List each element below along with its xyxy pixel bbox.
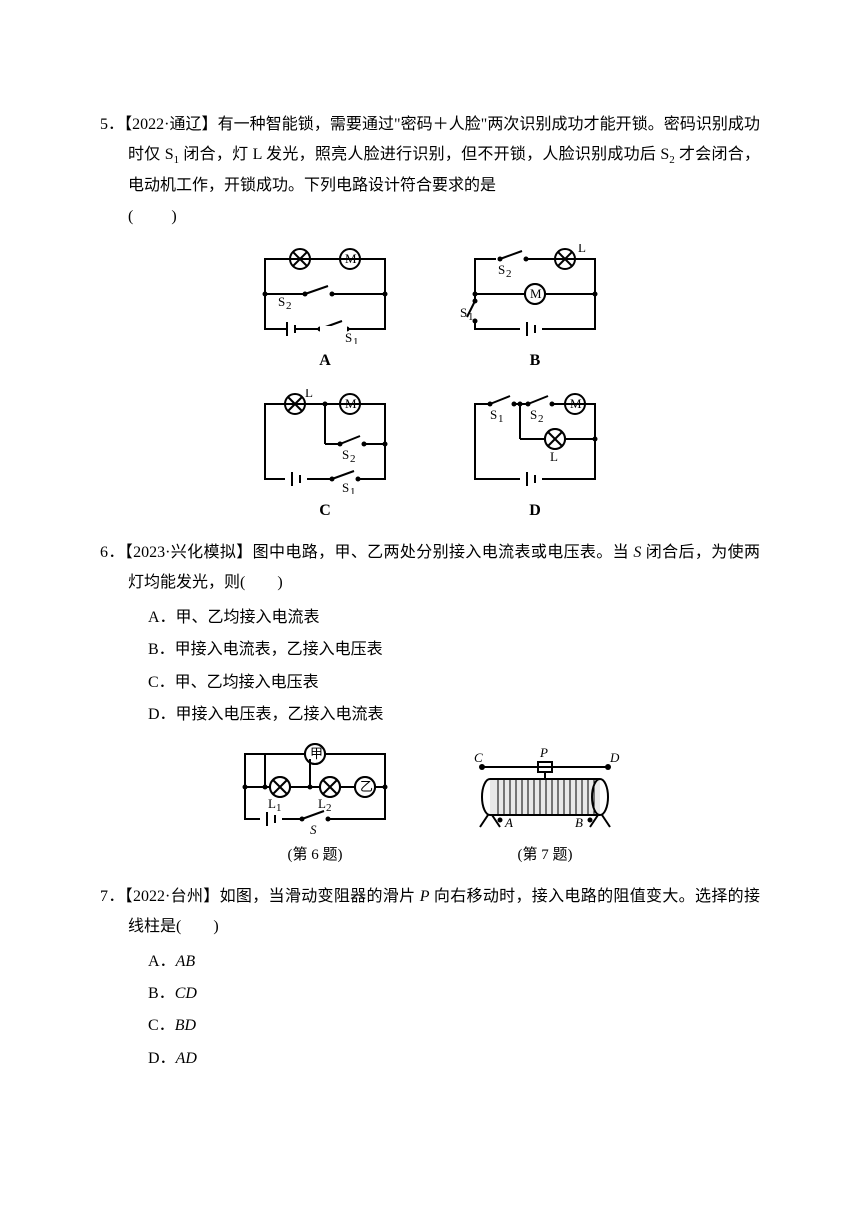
- svg-text:1: 1: [498, 413, 504, 425]
- svg-text:2: 2: [350, 453, 356, 465]
- circuit-B: S2 L M S1: [460, 244, 610, 376]
- question-6: 6．【2023·兴化模拟】图中电路，甲、乙两处分别接入电流表或电压表。当 S 闭…: [100, 538, 760, 870]
- rheostat-q7: C P D A B (第 7 题): [460, 742, 630, 870]
- svg-text:M: M: [530, 286, 542, 301]
- rheo-B: B: [575, 815, 583, 830]
- svg-text:2: 2: [538, 413, 544, 425]
- q7-options: A．AB B．CD C．BD D．AD: [100, 947, 760, 1075]
- circuit-C: L M S2 S1: [250, 389, 400, 526]
- q5-fig-row2: L M S2 S1: [100, 389, 760, 526]
- q7-tag: 【2022·台州】: [125, 888, 220, 905]
- q7-number: 7．: [100, 888, 125, 905]
- label-A: A: [319, 346, 331, 376]
- q5-text-b: 闭合，灯 L 发光，照亮人脸进行识别，但不开锁，人脸识别成功后 S: [179, 146, 669, 163]
- svg-text:1: 1: [276, 802, 282, 814]
- question-7: 7．【2022·台州】如图，当滑动变阻器的滑片 P 向右移动时，接入电路的阻值变…: [100, 882, 760, 1074]
- svg-text:1: 1: [468, 311, 474, 323]
- svg-text:S: S: [342, 480, 349, 494]
- svg-text:S: S: [278, 294, 285, 309]
- svg-text:S: S: [460, 305, 467, 320]
- q5-fig-row1: L M S2 S1: [100, 244, 760, 376]
- q7-opt-A: A．AB: [148, 947, 760, 977]
- rheo-A: A: [504, 815, 513, 830]
- q5-blank: ( ): [100, 202, 760, 232]
- q6-text-a: 图中电路，甲、乙两处分别接入电流表或电压表。当: [253, 544, 634, 561]
- q7-opt-C: C．BD: [148, 1011, 760, 1041]
- q7-P: P: [420, 888, 430, 905]
- q7-opt-D: D．AD: [148, 1044, 760, 1074]
- circuit-q6: 甲 L1 L2: [230, 742, 400, 870]
- q5-tag: 【2022·通辽】: [124, 116, 218, 133]
- q6-number: 6．: [100, 544, 125, 561]
- svg-text:S: S: [490, 407, 497, 422]
- circuit-B-svg: S2 L M S1: [460, 244, 610, 344]
- svg-text:乙: 乙: [360, 779, 373, 794]
- svg-text:S: S: [310, 822, 317, 837]
- q6-opt-C: C．甲、乙均接入电压表: [148, 668, 760, 698]
- question-5: 5．【2022·通辽】有一种智能锁，需要通过"密码＋人脸"两次识别成功才能开锁。…: [100, 110, 760, 526]
- svg-text:L: L: [550, 449, 558, 464]
- svg-text:1: 1: [350, 486, 356, 494]
- svg-text:S: S: [345, 330, 352, 344]
- q6-stem: 6．【2023·兴化模拟】图中电路，甲、乙两处分别接入电流表或电压表。当 S 闭…: [100, 538, 760, 599]
- label-D: D: [529, 496, 541, 526]
- circuit-D: S1 S2 M L: [460, 389, 610, 526]
- svg-text:2: 2: [506, 268, 512, 280]
- svg-text:1: 1: [353, 336, 359, 344]
- q6-opt-D: D．甲接入电压表，乙接入电流表: [148, 700, 760, 730]
- q6-opt-A: A．甲、乙均接入电流表: [148, 603, 760, 633]
- svg-text:L: L: [294, 244, 302, 247]
- svg-text:2: 2: [326, 802, 332, 814]
- q7-opt-B: B．CD: [148, 979, 760, 1009]
- q7-text-a: 如图，当滑动变阻器的滑片: [220, 888, 420, 905]
- q6-opt-B: B．甲接入电流表，乙接入电压表: [148, 635, 760, 665]
- svg-text:L: L: [268, 796, 276, 811]
- svg-text:L: L: [305, 389, 313, 400]
- circuit-C-svg: L M S2 S1: [250, 389, 400, 494]
- fig-caption-6: (第 6 题): [288, 841, 343, 870]
- fig-caption-7: (第 7 题): [518, 841, 573, 870]
- q5-number: 5．: [100, 116, 124, 133]
- q6-options: A．甲、乙均接入电流表 B．甲接入电流表，乙接入电压表 C．甲、乙均接入电压表 …: [100, 603, 760, 731]
- q6-q7-fig-row: 甲 L1 L2: [100, 742, 760, 870]
- rheostat-svg: C P D A B: [460, 742, 630, 837]
- rheo-D: D: [609, 750, 620, 765]
- svg-text:M: M: [570, 396, 582, 411]
- svg-text:S: S: [530, 407, 537, 422]
- circuit-A-svg: L M S2 S1: [250, 244, 400, 344]
- circuit-q6-svg: 甲 L1 L2: [230, 742, 400, 837]
- rheo-P: P: [539, 745, 548, 760]
- svg-text:L: L: [578, 244, 586, 255]
- svg-text:S: S: [342, 447, 349, 462]
- circuit-D-svg: S1 S2 M L: [460, 389, 610, 494]
- q7-stem: 7．【2022·台州】如图，当滑动变阻器的滑片 P 向右移动时，接入电路的阻值变…: [100, 882, 760, 943]
- svg-text:M: M: [345, 396, 357, 411]
- svg-text:2: 2: [286, 300, 292, 312]
- svg-text:M: M: [345, 251, 357, 266]
- svg-text:L: L: [318, 796, 326, 811]
- q6-tag: 【2023·兴化模拟】: [125, 544, 253, 561]
- svg-text:S: S: [498, 262, 505, 277]
- q5-stem: 5．【2022·通辽】有一种智能锁，需要通过"密码＋人脸"两次识别成功才能开锁。…: [100, 110, 760, 202]
- label-B: B: [530, 346, 541, 376]
- label-C: C: [319, 496, 331, 526]
- rheo-C: C: [474, 750, 483, 765]
- circuit-A: L M S2 S1: [250, 244, 400, 376]
- svg-text:甲: 甲: [310, 746, 323, 761]
